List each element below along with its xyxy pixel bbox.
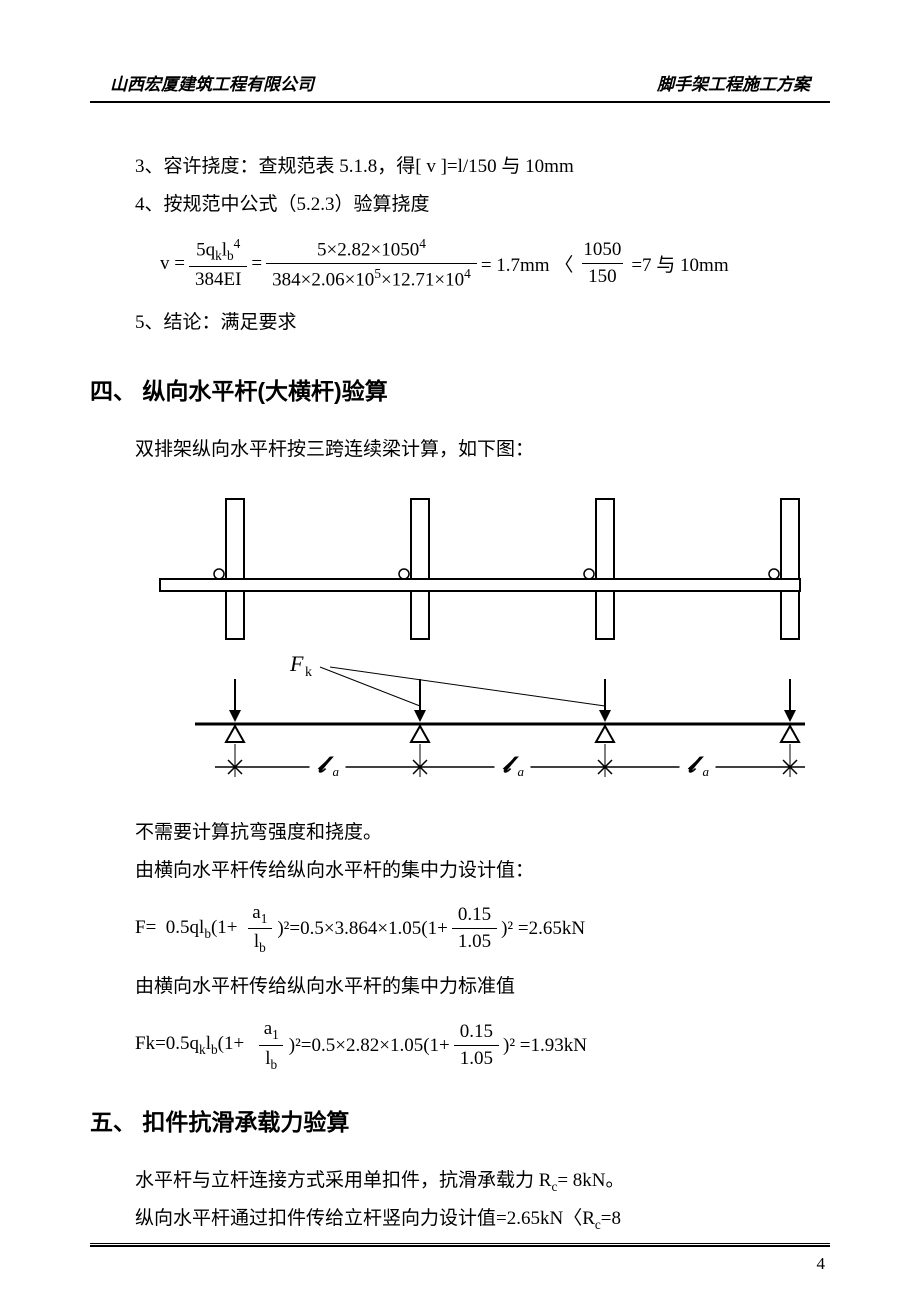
heading-5: 五、 扣件抗滑承载力验算 (90, 1103, 830, 1137)
footer-rule (90, 1243, 830, 1247)
f-frac2-num: 5×2.82×10504 (311, 236, 432, 263)
f-eq2: = 1.7mm 〈 (481, 250, 574, 277)
fFk-tail: )² =1.93kN (503, 1035, 587, 1057)
f-frac2: 5×2.82×10504 384×2.06×105×12.71×104 (266, 236, 477, 292)
fF-tail: )² =2.65kN (501, 918, 585, 940)
s3-line1: 3、容许挠度：查规范表 5.1.8，得[ v ]=l/150 与 10mm (90, 148, 830, 186)
s4-line3: 由横向水平杆传给纵向水平杆的集中力设计值： (90, 852, 830, 890)
s4-line1: 双排架纵向水平杆按三跨连续梁计算，如下图： (90, 431, 830, 469)
s4-formula-F: F= 0.5qlb(1+ a1 lb )²=0.5×3.864×1.05(1+ … (135, 902, 830, 957)
svg-text:a: a (333, 764, 340, 779)
f-eq1: = (251, 253, 262, 275)
f-frac1-den: 384EI (189, 266, 247, 291)
svg-text:a: a (518, 764, 525, 779)
f-frac3: 1050 150 (577, 239, 627, 288)
header-doc-title: 脚手架工程施工方案 (657, 70, 810, 95)
beam-diagram: Fk𝓵a𝓵a𝓵a (150, 489, 830, 794)
fFk-pre: Fk=0.5qklb(1+ (135, 1033, 254, 1058)
s4-line4: 由横向水平杆传给纵向水平杆的集中力标准值 (90, 968, 830, 1006)
beam-diagram-svg: Fk𝓵a𝓵a𝓵a (150, 489, 810, 789)
fFk-frac1-num: a1 (258, 1018, 285, 1045)
f-lhs: v = (160, 253, 185, 275)
f-frac1: 5qklb4 384EI (189, 236, 247, 291)
s3-line3: 5、结论：满足要求 (90, 304, 830, 342)
f-frac2-den: 384×2.06×105×12.71×104 (266, 263, 477, 291)
page-header: 山西宏厦建筑工程有限公司 脚手架工程施工方案 (90, 70, 830, 101)
header-company: 山西宏厦建筑工程有限公司 (110, 70, 314, 95)
s4-line2: 不需要计算抗弯强度和挠度。 (90, 814, 830, 852)
f-tail: =7 与 10mm (631, 250, 728, 277)
fFk-frac1: a1 lb (258, 1018, 285, 1073)
fFk-frac2-den: 1.05 (454, 1045, 499, 1070)
fF-frac1-num: a1 (246, 902, 273, 929)
fFk-frac2-num: 0.15 (454, 1021, 499, 1045)
svg-text:F: F (289, 651, 304, 676)
fFk-frac2: 0.15 1.05 (454, 1021, 499, 1070)
page-number: 4 (817, 1254, 826, 1274)
s3-line2: 4、按规范中公式（5.2.3）验算挠度 (90, 186, 830, 224)
f-frac1-num: 5qklb4 (190, 236, 246, 266)
header-rule (90, 101, 830, 103)
fFk-frac1-den: lb (259, 1045, 283, 1073)
fF-frac2-num: 0.15 (452, 904, 497, 928)
svg-text:k: k (305, 665, 312, 680)
fF-mid2: )²=0.5×3.864×1.05(1+ (277, 918, 447, 940)
fF-frac2-den: 1.05 (452, 928, 497, 953)
fF-frac1-den: lb (248, 928, 272, 956)
s3-formula: v = 5qklb4 384EI = 5×2.82×10504 384×2.06… (160, 236, 830, 292)
fF-frac2: 0.15 1.05 (452, 904, 497, 953)
fF-pre: F= 0.5qlb(1+ (135, 917, 242, 942)
s5-line2: 纵向水平杆通过扣件传给立杆竖向力设计值=2.65kN〈Rc=8 (90, 1200, 830, 1238)
s4-formula-Fk: Fk=0.5qklb(1+ a1 lb )²=0.5×2.82×1.05(1+ … (135, 1018, 830, 1073)
s5-line1: 水平杆与立杆连接方式采用单扣件，抗滑承载力 Rc= 8kN。 (90, 1162, 830, 1200)
svg-text:a: a (703, 764, 710, 779)
fF-frac1: a1 lb (246, 902, 273, 957)
f-frac3-num: 1050 (577, 239, 627, 263)
fFk-mid2: )²=0.5×2.82×1.05(1+ (289, 1035, 450, 1057)
heading-4: 四、 纵向水平杆(大横杆)验算 (90, 372, 830, 406)
f-frac3-den: 150 (582, 263, 623, 288)
